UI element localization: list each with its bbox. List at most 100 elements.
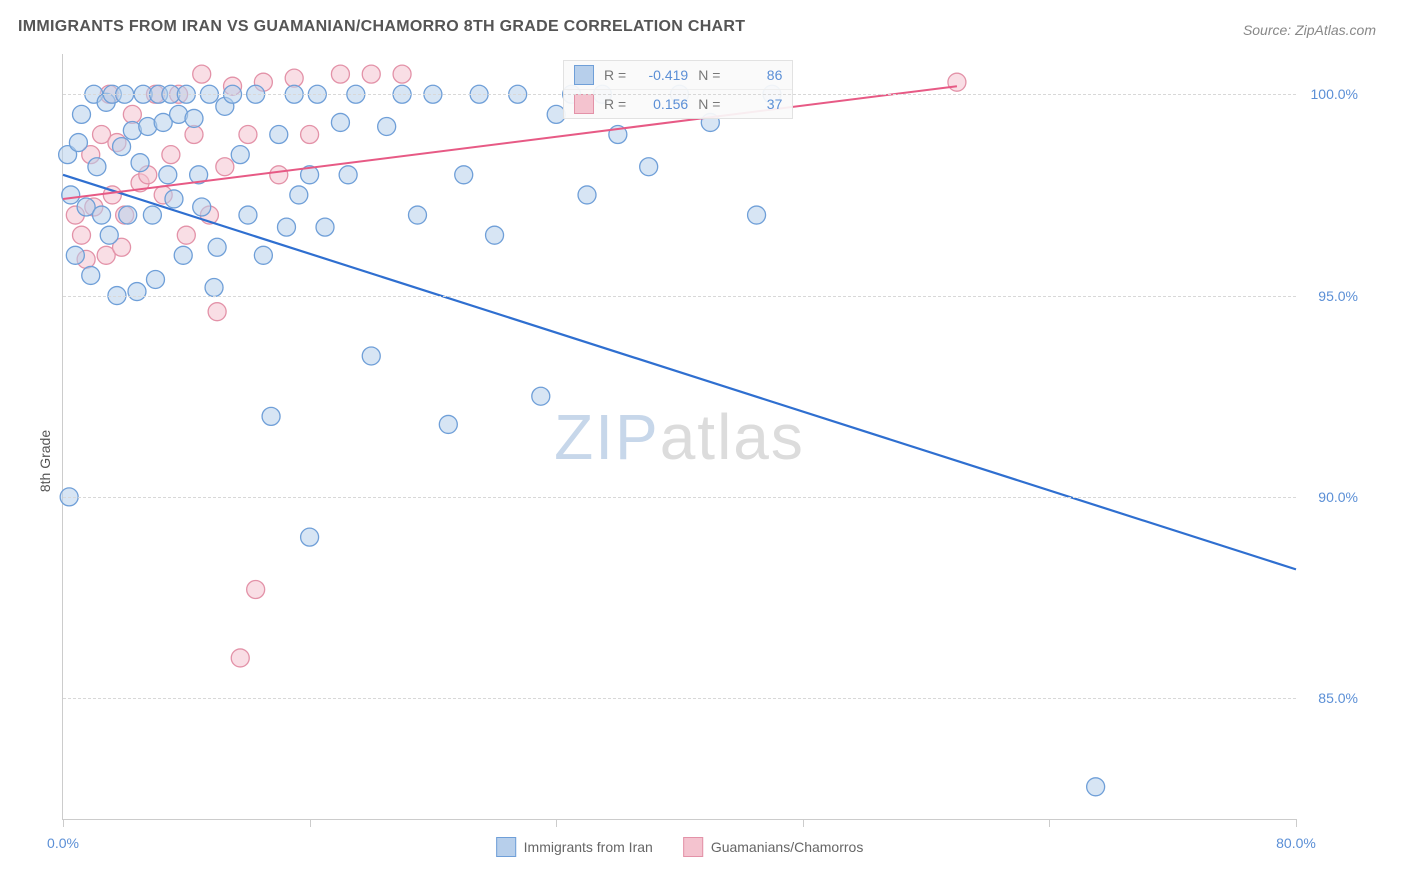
scatter-point — [301, 126, 319, 144]
stat-n-value-1: 86 — [730, 67, 782, 83]
scatter-point — [208, 303, 226, 321]
scatter-point — [100, 226, 118, 244]
x-axis-min-label: 0.0% — [47, 835, 79, 851]
x-tick — [63, 819, 64, 827]
scatter-point — [185, 126, 203, 144]
scatter-point — [231, 649, 249, 667]
scatter-point — [69, 134, 87, 152]
stats-row-series1: R = -0.419 N = 86 — [564, 61, 792, 90]
grid-line — [63, 698, 1296, 699]
scatter-point — [331, 65, 349, 83]
scatter-point — [128, 283, 146, 301]
y-tick-label: 90.0% — [1318, 489, 1358, 505]
regression-line — [63, 175, 1296, 570]
scatter-point — [748, 206, 766, 224]
stat-n-label: N = — [698, 67, 720, 83]
scatter-point — [159, 166, 177, 184]
plot-svg — [63, 54, 1296, 819]
scatter-point — [143, 206, 161, 224]
x-tick — [1049, 819, 1050, 827]
x-tick — [1296, 819, 1297, 827]
grid-line — [63, 497, 1296, 498]
legend-item-1: Immigrants from Iran — [496, 837, 653, 857]
legend-label-1: Immigrants from Iran — [524, 839, 653, 855]
legend-swatch-2 — [683, 837, 703, 857]
stat-r-value-2: 0.156 — [636, 96, 688, 112]
y-axis-label: 8th Grade — [37, 430, 53, 492]
scatter-point — [208, 238, 226, 256]
scatter-point — [185, 109, 203, 127]
scatter-point — [1087, 778, 1105, 796]
x-axis-max-label: 80.0% — [1276, 835, 1316, 851]
stat-r-label: R = — [604, 67, 626, 83]
scatter-point — [948, 73, 966, 91]
scatter-point — [113, 138, 131, 156]
x-tick — [310, 819, 311, 827]
bottom-legend: Immigrants from Iran Guamanians/Chamorro… — [496, 837, 864, 857]
scatter-point — [205, 279, 223, 297]
swatch-series2 — [574, 94, 594, 114]
swatch-series1 — [574, 65, 594, 85]
scatter-point — [393, 65, 411, 83]
scatter-point — [93, 206, 111, 224]
scatter-point — [216, 158, 234, 176]
scatter-point — [301, 528, 319, 546]
scatter-point — [62, 186, 80, 204]
scatter-point — [262, 407, 280, 425]
scatter-point — [331, 113, 349, 131]
scatter-point — [277, 218, 295, 236]
stat-r-label: R = — [604, 96, 626, 112]
scatter-point — [439, 415, 457, 433]
scatter-point — [290, 186, 308, 204]
scatter-point — [486, 226, 504, 244]
stat-r-value-1: -0.419 — [636, 67, 688, 83]
scatter-point — [362, 65, 380, 83]
scatter-point — [123, 105, 141, 123]
scatter-point — [165, 190, 183, 208]
legend-swatch-1 — [496, 837, 516, 857]
scatter-point — [270, 126, 288, 144]
scatter-point — [239, 206, 257, 224]
grid-line — [63, 94, 1296, 95]
scatter-point — [532, 387, 550, 405]
scatter-point — [174, 246, 192, 264]
chart-container: 8th Grade ZIPatlas R = -0.419 N = 86 R =… — [18, 50, 1376, 872]
scatter-point — [285, 69, 303, 87]
plot-area: ZIPatlas R = -0.419 N = 86 R = 0.156 N =… — [62, 54, 1296, 820]
scatter-point — [72, 105, 90, 123]
y-tick-label: 95.0% — [1318, 288, 1358, 304]
scatter-point — [254, 246, 272, 264]
chart-title: IMMIGRANTS FROM IRAN VS GUAMANIAN/CHAMOR… — [18, 18, 745, 36]
scatter-point — [193, 65, 211, 83]
y-tick-label: 85.0% — [1318, 690, 1358, 706]
scatter-point — [177, 226, 195, 244]
scatter-point — [378, 117, 396, 135]
scatter-point — [82, 266, 100, 284]
grid-line — [63, 296, 1296, 297]
legend-item-2: Guamanians/Chamorros — [683, 837, 864, 857]
source-attribution: Source: ZipAtlas.com — [1243, 22, 1376, 38]
scatter-point — [362, 347, 380, 365]
scatter-point — [231, 146, 249, 164]
x-tick — [556, 819, 557, 827]
x-tick — [803, 819, 804, 827]
scatter-point — [66, 246, 84, 264]
scatter-point — [316, 218, 334, 236]
stat-n-label: N = — [698, 96, 720, 112]
scatter-point — [270, 166, 288, 184]
regression-stats-box: R = -0.419 N = 86 R = 0.156 N = 37 — [563, 60, 793, 119]
scatter-point — [162, 146, 180, 164]
y-tick-label: 100.0% — [1311, 86, 1358, 102]
scatter-point — [119, 206, 137, 224]
scatter-point — [131, 154, 149, 172]
scatter-point — [247, 581, 265, 599]
stat-n-value-2: 37 — [730, 96, 782, 112]
scatter-point — [408, 206, 426, 224]
scatter-point — [239, 126, 257, 144]
scatter-point — [146, 270, 164, 288]
scatter-point — [455, 166, 473, 184]
scatter-point — [88, 158, 106, 176]
scatter-point — [339, 166, 357, 184]
legend-label-2: Guamanians/Chamorros — [711, 839, 864, 855]
scatter-point — [640, 158, 658, 176]
